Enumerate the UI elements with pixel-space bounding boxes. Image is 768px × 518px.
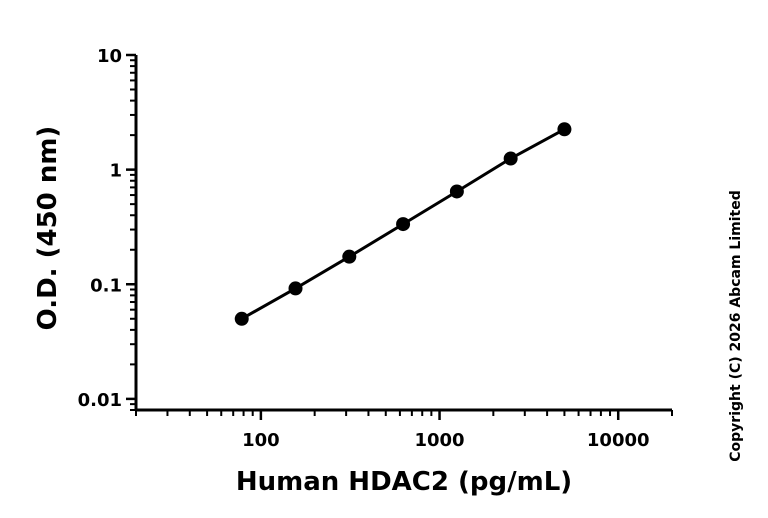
data-points: [234, 122, 572, 326]
y-axis-label: O.D. (450 nm): [33, 126, 63, 331]
y-tick-label: 1: [109, 161, 122, 182]
x-tick-label: 1000: [414, 430, 464, 451]
ticks: 10 1 0.1 0.01 100 1000 10000: [78, 46, 673, 451]
y-tick-label: 0.1: [90, 275, 122, 296]
data-point: [342, 249, 357, 264]
axes: [134, 55, 672, 412]
data-point: [234, 311, 249, 326]
data-point: [396, 217, 411, 232]
data-point: [449, 184, 464, 199]
x-tick-label: 10000: [587, 430, 650, 451]
data-point: [288, 281, 303, 296]
data-point: [503, 151, 518, 166]
copyright-text: Copyright (C) 2026 Abcam Limited: [728, 190, 744, 461]
x-tick-label: 100: [242, 430, 280, 451]
data-point: [557, 122, 572, 137]
y-tick-label: 10: [97, 46, 122, 67]
x-axis-label: Human HDAC2 (pg/mL): [236, 467, 572, 497]
y-tick-label: 0.01: [78, 390, 122, 411]
